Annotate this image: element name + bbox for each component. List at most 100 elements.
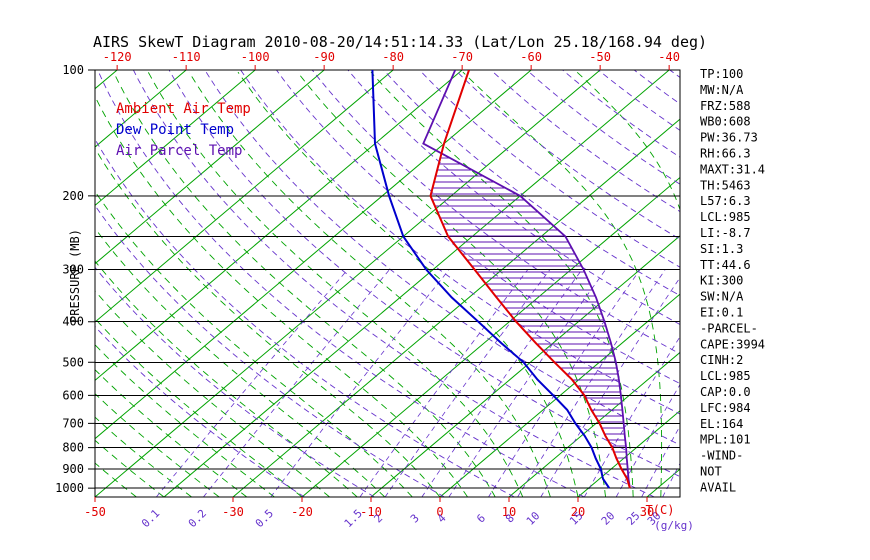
legend-label-ambient: Ambient Air Temp	[116, 101, 251, 117]
pressure-tick-label: 300	[62, 263, 84, 277]
mixing-ratio-line	[270, 269, 450, 497]
mixing-ratio-line	[583, 336, 680, 497]
mixing-ratio-line	[384, 269, 550, 497]
panel-line: FRZ:588	[700, 99, 751, 113]
isotherm-line	[439, 293, 680, 497]
moist-adiabat-line	[95, 317, 303, 497]
top-temp-axis: -120 -110 -100 -90 -80 -70 -60 -50 -40	[103, 50, 680, 70]
bottom-temp-label: 0	[436, 505, 443, 519]
isotherm-line	[95, 70, 325, 265]
dry-adiabat-line	[455, 70, 680, 240]
top-temp-label: -50	[589, 50, 611, 64]
pressure-axis-title: PRESSURE (MB)	[68, 229, 82, 323]
panel-line: MAXT:31.4	[700, 162, 765, 176]
side-panel: TP:100 MW:N/A FRZ:588 WB0:608 PW:36.73 RH:66.…	[700, 67, 765, 494]
mixing-ratio-unit-label: (g/kg)	[654, 519, 694, 532]
pressure-tick-label: 400	[62, 315, 84, 329]
mixing-ratio-line	[641, 425, 680, 497]
dry-adiabat-line	[347, 70, 680, 326]
dry-adiabat-line	[133, 70, 655, 497]
moist-adiabat-line	[95, 416, 192, 497]
isotherm-line	[577, 410, 680, 497]
panel-line: LFC:984	[700, 401, 751, 415]
isotherm-line	[95, 70, 187, 148]
isotherm-line	[95, 70, 118, 90]
panel-line: RH:66.3	[700, 147, 751, 161]
top-temp-label: -120	[103, 50, 132, 64]
panel-line: TH:5463	[700, 178, 751, 192]
bottom-temp-label: -30	[222, 505, 244, 519]
moist-adiabat-gridlines	[95, 71, 680, 497]
dry-adiabat-line	[97, 70, 585, 497]
dry-adiabat-line	[312, 70, 680, 355]
top-temp-label: -80	[382, 50, 404, 64]
isotherm-line	[301, 176, 680, 497]
dry-adiabat-line	[276, 70, 680, 385]
dry-adiabat-line	[240, 70, 680, 415]
isotherm-line	[95, 70, 532, 440]
dry-adiabat-line	[95, 204, 445, 497]
mixing-ratio-gridlines	[155, 269, 680, 497]
isotherm-line	[508, 351, 680, 497]
panel-line: LCL:985	[700, 210, 751, 224]
isotherm-line	[95, 70, 256, 207]
legend-label-parcel: Air Parcel Temp	[116, 143, 242, 159]
pressure-axis: 100 200 300 400 500 600 700 800 900 1000	[55, 63, 95, 495]
bottom-temp-label: -20	[291, 505, 313, 519]
mixing-ratio-line	[488, 269, 641, 497]
mixing-ratio-line	[615, 383, 680, 497]
pressure-tick-label: 700	[62, 416, 84, 430]
legend-label-dewpoint: Dew Point Temp	[116, 122, 234, 138]
mixing-ratio-label: 10	[524, 509, 543, 528]
sounding-curves	[371, 70, 631, 489]
top-temp-label: -40	[658, 50, 680, 64]
panel-line: L57:6.3	[700, 194, 751, 208]
moist-adiabat-line	[147, 71, 524, 497]
panel-line: TP:100	[700, 67, 743, 81]
panel-line: -WIND-	[700, 449, 743, 463]
dewpoint-temp-curve	[371, 70, 611, 489]
mixing-ratio-label: 0.2	[186, 507, 209, 530]
moist-adiabat-line	[95, 260, 358, 497]
mixing-ratio-label: 0.5	[253, 507, 276, 530]
panel-line: AVAIL	[700, 480, 736, 494]
mixing-ratio-line	[203, 269, 390, 497]
top-temp-label: -100	[241, 50, 270, 64]
mixing-ratio-line	[448, 269, 606, 497]
dry-adiabat-line	[168, 70, 680, 478]
moist-adiabat-line	[297, 71, 607, 497]
moist-adiabat-line	[370, 71, 634, 497]
moist-adiabat-line	[237, 71, 579, 497]
dry-adiabat-line	[95, 325, 305, 497]
moist-adiabat-line	[95, 95, 468, 497]
mixing-ratio-line	[359, 269, 528, 497]
mixing-ratio-label: 3	[408, 512, 422, 526]
moist-adiabat-line	[95, 290, 330, 497]
panel-line: EI:0.1	[700, 306, 743, 320]
mixing-ratio-line	[421, 269, 583, 497]
moist-adiabat-line	[462, 71, 663, 497]
panel-line: EL:164	[700, 417, 743, 431]
dry-adiabat-line	[383, 70, 680, 297]
panel-line: CAP:0.0	[700, 385, 751, 399]
panel-line: TT:44.6	[700, 258, 751, 272]
top-temp-label: -90	[313, 50, 335, 64]
panel-line: LCL:985	[700, 369, 751, 383]
panel-line: -PARCEL-	[700, 321, 758, 335]
panel-line: SW:N/A	[700, 290, 744, 304]
mixing-ratio-label: 0.1	[139, 507, 162, 530]
panel-line: KI:300	[700, 274, 743, 288]
mixing-ratio-line	[155, 269, 348, 497]
pressure-tick-label: 900	[62, 462, 84, 476]
bottom-temp-label: 30	[640, 505, 654, 519]
moist-adiabat-line	[113, 71, 496, 497]
panel-line: WB0:608	[700, 115, 751, 129]
dry-adiabat-line	[95, 266, 375, 497]
isotherm-line	[95, 70, 601, 497]
panel-line: CINH:2	[700, 353, 743, 367]
moist-adiabat-line	[576, 71, 680, 211]
isotherm-line	[163, 70, 670, 497]
panel-line: CAPE:3994	[700, 337, 765, 351]
